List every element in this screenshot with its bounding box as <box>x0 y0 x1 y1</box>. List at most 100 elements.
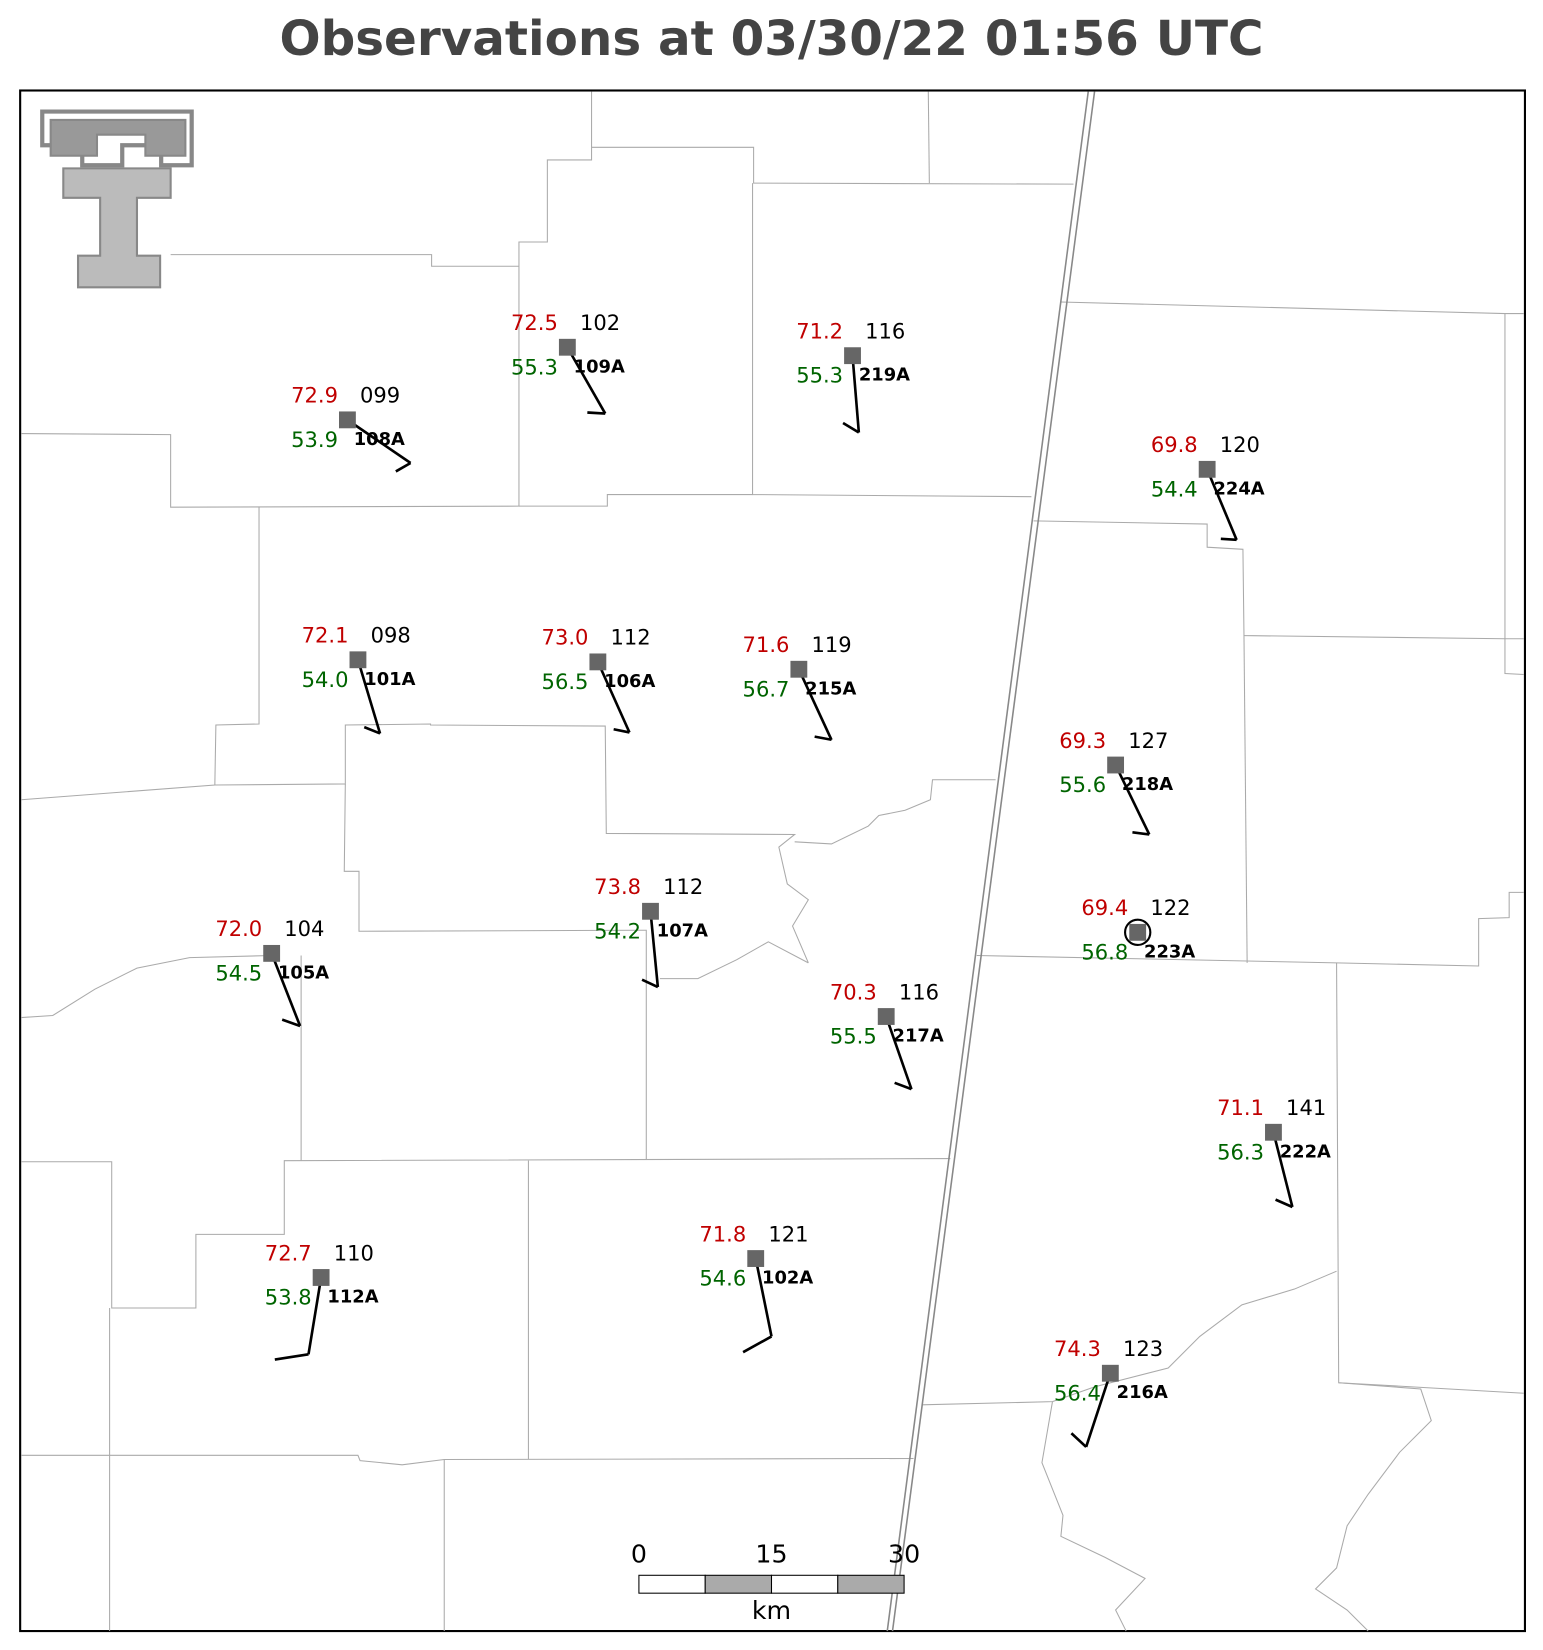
dewpoint: 53.9 <box>291 427 338 452</box>
station-marker <box>877 1008 895 1025</box>
wind-barb <box>1205 468 1238 541</box>
wind-barb-feather <box>395 461 412 473</box>
dewpoint: 54.4 <box>1151 476 1198 501</box>
station-marker <box>1101 1364 1119 1382</box>
station-marker <box>790 660 808 678</box>
station-marker <box>589 653 607 671</box>
station-marker <box>642 902 659 920</box>
station-marker <box>558 338 576 356</box>
wind-barb-feather <box>1275 1198 1293 1209</box>
station-id: 218A <box>1122 774 1173 795</box>
station-marker <box>263 944 281 962</box>
wind-barb <box>307 1277 323 1355</box>
pressure: 098 <box>371 623 411 648</box>
temperature: 71.6 <box>743 632 790 657</box>
wind-barb <box>566 346 607 415</box>
dewpoint: 54.2 <box>594 918 641 943</box>
pressure: 110 <box>334 1240 374 1265</box>
wind-barb <box>346 418 412 465</box>
station-marker <box>844 347 861 365</box>
station-id: 223A <box>1144 941 1195 962</box>
dewpoint: 53.8 <box>265 1285 312 1310</box>
temperature: 73.0 <box>542 625 589 650</box>
temperature: 69.8 <box>1151 432 1198 457</box>
wind-barb <box>356 659 382 734</box>
map-frame <box>19 89 1526 1633</box>
pressure: 116 <box>865 319 905 344</box>
station-marker <box>349 651 367 669</box>
pressure: 112 <box>610 625 650 650</box>
temperature: 72.5 <box>511 310 558 335</box>
pressure: 099 <box>360 383 400 408</box>
pressure: 119 <box>811 632 851 657</box>
pressure: 122 <box>1150 895 1190 920</box>
wind-barb <box>596 661 631 733</box>
scale-unit: km <box>752 1596 791 1625</box>
station-id: 224A <box>1213 478 1264 499</box>
pressure: 102 <box>580 310 620 335</box>
station-marker <box>339 411 356 429</box>
wind-barb-feather <box>1132 831 1150 836</box>
temperature: 73.8 <box>594 874 641 899</box>
temperature: 72.1 <box>302 623 349 648</box>
wind-barb <box>884 1016 913 1090</box>
wind-barb <box>754 1258 773 1337</box>
station-id: 102A <box>762 1268 813 1289</box>
wind-barb <box>797 668 833 741</box>
title: Observations at 03/30/22 01:56 UTC <box>279 11 1263 67</box>
wind-barb-feather <box>274 1353 309 1361</box>
wind-barb-feather <box>613 727 630 734</box>
wind-barb-feather <box>641 978 659 989</box>
station-marker <box>1107 756 1125 774</box>
station-id: 222A <box>1280 1141 1331 1162</box>
wind-barb <box>851 355 861 433</box>
temperature: 72.0 <box>215 916 262 941</box>
station-id: 112A <box>327 1286 378 1307</box>
pressure: 123 <box>1123 1336 1163 1361</box>
temperature: 70.3 <box>830 979 877 1004</box>
station-id: 217A <box>893 1026 944 1047</box>
temperature: 74.3 <box>1054 1336 1101 1361</box>
pressure: 104 <box>284 916 324 941</box>
wind-barb-feather <box>814 735 832 742</box>
station-marker <box>1198 460 1216 478</box>
temperature: 71.1 <box>1217 1095 1264 1120</box>
dewpoint: 55.3 <box>511 354 558 379</box>
wind-barb-feather <box>281 1018 301 1028</box>
scale-label: 0 <box>631 1539 647 1568</box>
pressure: 120 <box>1220 432 1260 457</box>
pressure: 112 <box>663 874 703 899</box>
station-id: 109A <box>574 356 625 377</box>
wind-barb-feather <box>587 411 606 415</box>
station-marker <box>1265 1123 1282 1141</box>
county-lines <box>21 91 1524 1632</box>
temperature: 69.4 <box>1081 895 1128 920</box>
scale-label: 30 <box>888 1539 920 1568</box>
station-id: 216A <box>1117 1382 1168 1403</box>
station-id: 107A <box>657 920 708 941</box>
station-id: 219A <box>859 365 910 386</box>
wind-barb <box>1272 1131 1294 1208</box>
dewpoint: 54.6 <box>699 1266 746 1291</box>
wind-barb <box>649 911 660 988</box>
wind-barb-feather <box>1070 1432 1088 1448</box>
calm-circle <box>1124 918 1152 947</box>
wind-barb-feather <box>894 1081 912 1091</box>
dewpoint: 54.0 <box>302 667 349 692</box>
temperature: 69.3 <box>1059 728 1106 753</box>
pressure: 127 <box>1128 728 1168 753</box>
logo <box>40 109 194 289</box>
dewpoint: 55.6 <box>1059 772 1106 797</box>
station-id: 215A <box>805 678 856 699</box>
station-marker <box>747 1250 765 1267</box>
temperature: 71.2 <box>796 319 843 344</box>
pressure: 116 <box>899 979 939 1004</box>
wind-barb-feather <box>842 421 860 434</box>
station-marker <box>312 1269 330 1286</box>
wind-barb <box>1114 764 1151 836</box>
temperature: 72.9 <box>291 383 338 408</box>
dewpoint: 55.3 <box>796 363 843 388</box>
temperature: 71.8 <box>699 1221 746 1246</box>
dewpoint: 56.8 <box>1081 939 1128 964</box>
